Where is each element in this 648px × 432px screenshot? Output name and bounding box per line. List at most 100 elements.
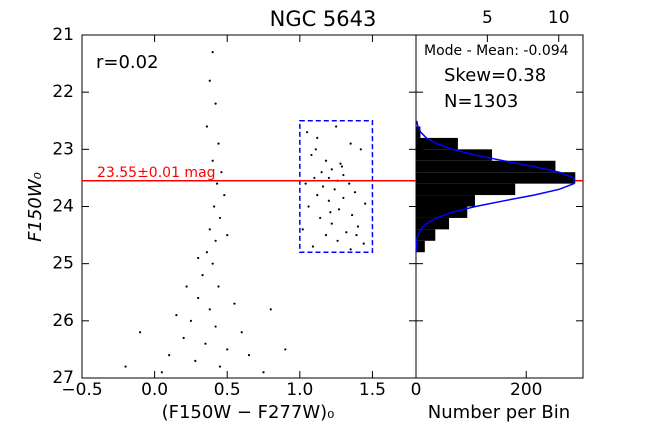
point [262,371,265,374]
point [348,182,351,185]
point [208,308,211,311]
point [124,365,127,368]
x-tick-label: 1.0 [286,380,313,400]
chart-title: NGC 5643 [270,7,377,31]
point [345,231,348,234]
point [333,188,336,191]
fit-curve [415,120,575,253]
point [189,319,193,322]
bar [416,149,493,161]
point [340,165,344,168]
annotation: N=1303 [444,91,518,112]
point [220,171,223,174]
point [218,216,222,220]
annotation: Skew=0.38 [444,65,546,86]
point [226,233,229,237]
point [321,185,325,188]
bar [416,206,468,218]
bar [416,160,556,173]
point [342,196,345,200]
bar [416,126,421,138]
point [201,274,204,277]
bar [416,172,576,184]
point [240,331,243,334]
point [138,331,142,334]
point [319,216,322,220]
y-axis-label: F150W₀ [25,172,46,242]
x-tick-label: 0.5 [214,380,241,400]
point [197,296,200,300]
bar [416,240,425,253]
reference-label: 23.55±0.01 mag [97,165,216,181]
point [351,213,354,217]
point [355,233,358,237]
point [342,173,345,177]
point [194,359,197,362]
point [324,159,328,162]
bar [416,217,450,230]
point [215,182,219,185]
point [208,79,211,82]
point [339,162,342,165]
point [310,153,313,157]
point [337,208,341,211]
point [211,51,214,54]
point [336,239,339,242]
x-tick-label: 200 [510,380,542,400]
x2-tick-label: 5 [482,8,493,28]
point [356,225,360,228]
selection-box [299,120,374,253]
x-tick-label: −0.5 [61,380,102,400]
y-tick-label: 21 [52,25,74,45]
point [304,182,307,185]
point [182,336,185,340]
y-tick-label: 23 [52,139,74,159]
point [349,142,352,145]
point [208,228,211,231]
point [329,211,332,214]
point [314,148,317,151]
point [353,191,357,194]
annotation: Mode - Mean: -0.094 [424,43,569,59]
point [311,245,314,248]
point [269,308,272,311]
y-tick-label: 26 [52,311,74,331]
point [185,285,188,288]
point [320,171,323,174]
point [324,233,328,237]
x-tick-label: 1.5 [359,380,386,400]
point [284,348,287,351]
point [330,168,333,171]
point [205,125,208,128]
point [327,199,330,202]
point [205,251,208,254]
point [307,205,310,208]
x-axis-label: (F150W − F277W)₀ [162,402,335,423]
point [197,256,200,260]
point [214,239,217,242]
point [335,125,338,128]
point [313,176,316,180]
point [301,228,304,231]
point [211,262,214,265]
point [316,136,319,139]
point [349,248,352,251]
point [218,365,222,368]
y-tick-label: 27 [52,368,74,388]
bar [416,195,475,207]
point [213,205,216,208]
bar [416,229,436,241]
point [359,148,362,151]
point [217,285,220,288]
annotation: r=0.02 [96,52,159,73]
bar [416,183,516,196]
point [214,102,217,105]
y-tick-label: 25 [52,254,74,274]
point [247,354,251,357]
y-tick-label: 22 [52,82,74,102]
hist-x-label: Number per Bin [428,402,570,423]
x2-tick-label: 10 [548,8,570,28]
point [217,142,220,145]
